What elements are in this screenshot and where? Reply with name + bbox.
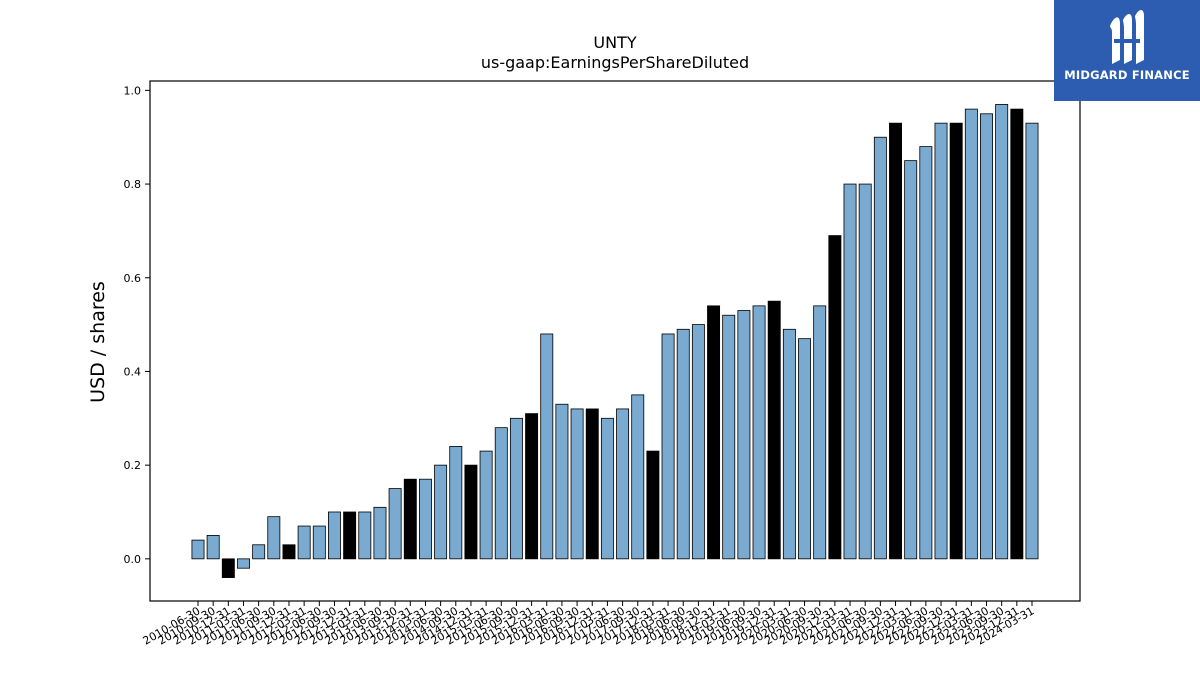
- bar-2015-09-30: [509, 417, 523, 560]
- bar-2012-06-30: [312, 525, 326, 560]
- bar-2019-06-30: [737, 310, 751, 560]
- bar-2022-06-30: [919, 146, 933, 560]
- bar-2014-09-30: [449, 446, 463, 560]
- bar-2012-09-30: [328, 511, 341, 560]
- bar-2020-09-30: [813, 305, 827, 560]
- bar-2020-12-31: [828, 235, 842, 560]
- bar-2010-06-30: [191, 539, 205, 560]
- bar-2023-06-30: [980, 113, 993, 560]
- bar-2016-09-30: [570, 408, 584, 560]
- bar-2017-06-30: [616, 408, 630, 560]
- bar-2018-03-31: [661, 333, 675, 560]
- bar-2019-03-31: [722, 314, 736, 560]
- bar-2022-03-31: [904, 160, 918, 560]
- bar-2012-12-31: [343, 511, 357, 560]
- bar-2010-09-30: [206, 535, 220, 560]
- bar-2010-12-31: [221, 558, 235, 578]
- midgard-logo-icon: [1110, 10, 1144, 64]
- bar-2014-03-31: [418, 478, 432, 560]
- y-axis-label: USD / shares: [87, 281, 109, 403]
- bar-2011-06-30: [252, 544, 266, 560]
- bar-2020-06-30: [798, 338, 812, 560]
- bar-2017-09-30: [631, 394, 645, 560]
- y-tick-label: 0.0: [124, 553, 142, 566]
- bar-2015-12-31: [525, 413, 539, 560]
- bar-2023-12-31: [1010, 108, 1024, 560]
- bar-2020-03-31: [782, 328, 796, 560]
- bar-2019-09-30: [752, 305, 766, 560]
- bar-2019-12-31: [767, 300, 781, 560]
- bar-2021-03-31: [843, 183, 857, 560]
- bar-2018-06-30: [676, 328, 690, 560]
- bar-2018-12-31: [707, 305, 721, 560]
- bar-2021-12-31: [889, 122, 902, 560]
- bar-2015-03-31: [479, 450, 493, 560]
- bar-2013-09-30: [388, 488, 402, 560]
- bar-2023-03-31: [964, 108, 978, 560]
- logo-text: MIDGARD FINANCE: [1064, 68, 1190, 82]
- bar-2021-09-30: [873, 136, 887, 560]
- y-tick-label: 0.8: [124, 178, 142, 191]
- bar-2021-06-30: [858, 183, 872, 560]
- bar-2016-03-31: [540, 333, 554, 560]
- bar-2023-09-30: [995, 104, 1009, 560]
- bar-2018-09-30: [691, 324, 705, 560]
- bar-2014-12-31: [464, 464, 478, 560]
- y-tick-label: 1.0: [124, 84, 142, 97]
- bar-2011-12-31: [282, 544, 296, 560]
- bar-2011-03-31: [237, 558, 250, 569]
- midgard-finance-logo: MIDGARD FINANCE: [1054, 0, 1200, 101]
- bar-2022-09-30: [934, 122, 948, 560]
- bar-2013-12-31: [403, 478, 417, 560]
- bar-2017-12-31: [646, 450, 660, 560]
- bar-2013-03-31: [358, 511, 372, 560]
- bar-2016-12-31: [585, 408, 599, 560]
- y-tick-label: 0.6: [124, 272, 142, 285]
- bar-2016-06-30: [555, 403, 569, 560]
- bar-2022-12-31: [949, 122, 963, 560]
- bar-2024-03-31: [1025, 122, 1039, 560]
- bar-2017-03-31: [600, 417, 614, 560]
- bar-2015-06-30: [494, 427, 508, 560]
- bar-2012-03-31: [297, 525, 311, 560]
- chart-subtitle: us-gaap:EarningsPerShareDiluted: [481, 53, 749, 72]
- y-tick-label: 0.4: [124, 365, 142, 378]
- bar-2014-06-30: [434, 464, 448, 560]
- y-tick-label: 0.2: [124, 459, 142, 472]
- plot-frame: [149, 80, 1081, 602]
- bar-2013-06-30: [373, 506, 387, 560]
- chart-title: UNTY: [593, 33, 636, 52]
- bar-2011-09-30: [267, 516, 281, 560]
